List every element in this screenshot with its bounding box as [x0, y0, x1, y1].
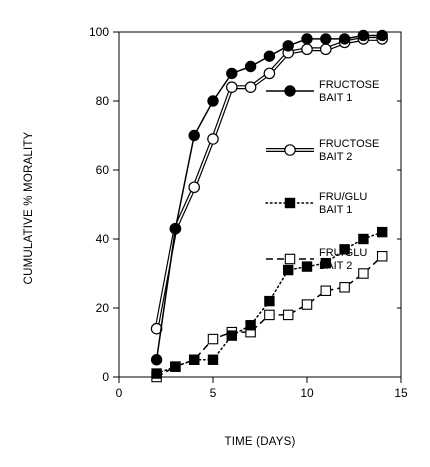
data-point-fructose_bait_2 — [226, 81, 238, 93]
legend-marker-fructose_bait_2 — [284, 144, 296, 156]
data-point-fru_glu_bait_1 — [320, 257, 332, 269]
y-tick-label: 60 — [96, 163, 110, 177]
data-point-fructose_bait_1 — [226, 67, 238, 80]
data-point-fru_glu_bait_2 — [264, 309, 275, 321]
data-point-fru_glu_bait_1 — [339, 244, 350, 255]
data-point-fructose_bait_2 — [188, 181, 200, 194]
data-point-fructose_bait_1 — [263, 50, 276, 62]
y-tick-label: 40 — [96, 232, 110, 246]
plot-series — [150, 29, 388, 383]
legend-label-fru_glu_bait_1: FRU/GLU — [319, 191, 367, 203]
y-tick-label: 20 — [96, 301, 110, 315]
data-point-fru_glu_bait_1 — [189, 354, 200, 365]
legend-label-fru_glu_bait_2: FRU/GLU — [319, 247, 367, 259]
legend-label-fru_glu_bait_2: BAIT 2 — [319, 260, 352, 272]
data-point-fru_glu_bait_1 — [301, 261, 313, 272]
data-point-fru_glu_bait_2 — [376, 251, 388, 262]
data-point-fru_glu_bait_1 — [283, 264, 294, 276]
data-point-fru_glu_bait_2 — [320, 285, 332, 296]
data-point-fructose_bait_1 — [169, 222, 182, 235]
data-point-fructose_bait_1 — [244, 60, 257, 73]
y-tick-label: 80 — [96, 94, 110, 108]
data-point-fru_glu_bait_1 — [151, 368, 162, 379]
legend-marker-fru_glu_bait_2 — [284, 253, 296, 265]
data-point-fructose_bait_1 — [188, 129, 200, 142]
data-point-fructose_bait_1 — [207, 95, 219, 107]
x-tick-label: 5 — [210, 386, 217, 400]
data-point-fru_glu_bait_2 — [339, 282, 350, 293]
legend-marker-fru_glu_bait_1 — [284, 197, 296, 209]
data-point-fru_glu_bait_1 — [245, 320, 256, 331]
data-point-fru_glu_bait_1 — [264, 295, 275, 307]
x-tick-label: 15 — [394, 386, 408, 400]
data-point-fructose_bait_2 — [301, 43, 313, 56]
data-point-fru_glu_bait_1 — [207, 354, 219, 365]
data-point-fru_glu_bait_2 — [207, 333, 219, 345]
data-point-fructose_bait_1 — [357, 29, 370, 42]
data-point-fructose_bait_1 — [376, 29, 388, 42]
data-point-fru_glu_bait_1 — [170, 361, 181, 372]
data-point-fructose_bait_1 — [338, 33, 351, 45]
data-point-fructose_bait_2 — [244, 81, 257, 93]
y-axis-label: CUMULATIVE % MORALITY — [23, 131, 35, 284]
data-point-fructose_bait_2 — [207, 133, 219, 145]
data-point-fructose_bait_1 — [150, 354, 163, 366]
y-tick-label: 100 — [89, 25, 109, 39]
x-axis-label: TIME (DAYS) — [225, 436, 296, 448]
legend-label-fru_glu_bait_1: BAIT 1 — [319, 204, 352, 216]
axes: 0 5 10 15 0 20 40 60 80 100 — [89, 25, 408, 400]
legend-label-fructose_bait_1: BAIT 1 — [319, 92, 352, 104]
data-point-fru_glu_bait_2 — [301, 299, 313, 310]
legend-marker-fructose_bait_1 — [284, 85, 296, 97]
data-point-fru_glu_bait_2 — [358, 268, 369, 279]
y-tick-label: 0 — [102, 370, 109, 384]
series-fructose_bait_1 — [150, 29, 388, 366]
legend-label-fructose_bait_1: FRUCTOSE — [319, 79, 379, 91]
series-fru_glu_bait_1 — [151, 226, 388, 379]
data-point-fru_glu_bait_2 — [282, 309, 294, 321]
data-point-fructose_bait_1 — [320, 33, 332, 45]
data-point-fructose_bait_1 — [282, 40, 294, 52]
legend-label-fructose_bait_2: BAIT 2 — [319, 151, 352, 163]
data-point-fructose_bait_1 — [301, 33, 313, 45]
data-point-fru_glu_bait_1 — [358, 233, 369, 245]
plot-frame — [118, 31, 402, 378]
data-point-fru_glu_bait_1 — [377, 226, 388, 238]
legend-label-fructose_bait_2: FRUCTOSE — [319, 138, 379, 150]
data-point-fru_glu_bait_1 — [226, 330, 238, 341]
data-point-fructose_bait_2 — [263, 67, 276, 80]
x-tick-label: 10 — [300, 386, 314, 400]
x-tick-label: 0 — [116, 386, 123, 400]
data-point-fructose_bait_2 — [319, 43, 332, 56]
